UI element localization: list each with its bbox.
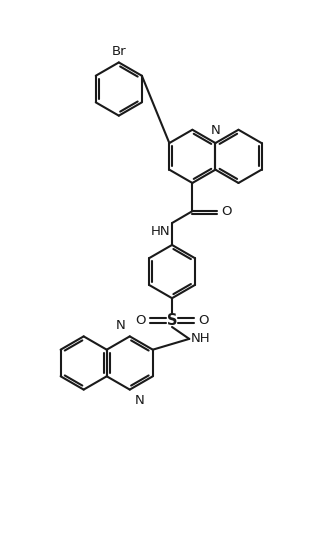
Text: S: S (167, 312, 177, 327)
Text: O: O (135, 314, 145, 326)
Text: O: O (199, 314, 209, 326)
Text: N: N (115, 319, 125, 332)
Text: N: N (134, 394, 144, 407)
Text: N: N (211, 125, 220, 137)
Text: HN: HN (151, 225, 170, 238)
Text: NH: NH (191, 332, 211, 346)
Text: O: O (221, 205, 232, 218)
Text: Br: Br (111, 45, 126, 58)
